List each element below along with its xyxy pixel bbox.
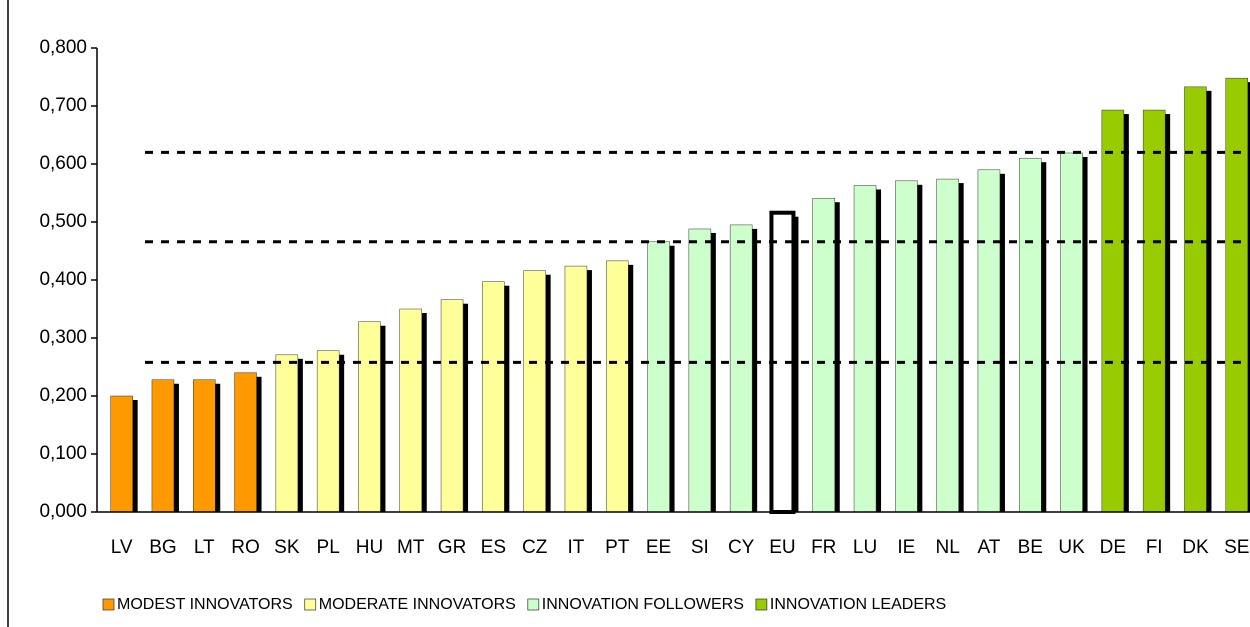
x-tick-label: IE [897,537,915,558]
x-tick-label: IT [568,537,585,558]
bar [1019,157,1042,513]
x-tick-label: EE [646,537,671,558]
bar [936,178,959,513]
bar [482,281,505,513]
legend-swatch [527,598,540,611]
bar [234,372,257,513]
x-tick-label: RO [231,537,260,558]
bar [151,379,175,513]
x-tick-label: AT [978,537,1001,558]
x-tick-label: EU [769,537,795,558]
bar [729,224,753,513]
bar [895,180,918,513]
y-tick-label: 0,700 [39,95,87,116]
y-tick-label: 0,200 [39,385,87,406]
bar [1101,109,1125,513]
bar [688,228,712,513]
legend-swatch [755,598,768,611]
bar [275,354,299,513]
x-tick-label: LU [853,537,877,558]
x-tick-label: GR [438,537,467,558]
legend-swatch [304,598,317,611]
bar [316,350,340,513]
x-tick-label: BE [1018,537,1043,558]
legend-label: MODEST INNOVATORS [117,596,293,613]
bar [647,241,670,513]
legend-swatch [102,598,115,611]
y-tick-label: 0,300 [39,327,87,348]
bar [110,395,133,513]
y-tick-label: 0,000 [39,501,87,522]
bar [358,321,381,513]
x-tick-label: BG [149,537,176,558]
bar [1142,109,1166,513]
x-tick-label: HU [356,537,383,558]
bar [564,265,588,513]
bar [399,308,422,513]
bar [523,270,546,513]
x-tick-label: CY [728,537,755,558]
legend-label: INNOVATION FOLLOWERS [542,596,744,613]
bar [812,197,835,513]
x-tick-label: NL [936,537,960,558]
y-tick-label: 0,100 [39,443,87,464]
x-tick-label: LV [111,537,133,558]
bar [440,299,464,513]
legend-label: MODERATE INNOVATORS [319,596,516,613]
x-tick-label: SI [691,537,709,558]
bar [606,260,629,513]
x-tick-label: FI [1146,537,1163,558]
x-tick-label: DE [1100,537,1126,558]
x-tick-label: MT [397,537,425,558]
bar [193,379,216,513]
x-tick-label: PT [605,537,630,558]
x-tick-label: DK [1182,537,1209,558]
x-tick-label: SE [1224,537,1249,558]
x-tick-label: LT [194,537,215,558]
y-tick-label: 0,800 [39,37,87,58]
y-tick-label: 0,600 [39,153,87,174]
bar [1060,152,1083,513]
bar [977,169,1001,513]
bar [853,185,877,513]
x-tick-label: FR [811,537,836,558]
x-tick-label: ES [481,537,506,558]
legend-label: INNOVATION LEADERS [770,596,946,613]
x-tick-label: CZ [522,537,548,558]
x-tick-label: PL [317,537,340,558]
x-tick-label: UK [1058,537,1085,558]
y-tick-label: 0,500 [39,211,87,232]
x-tick-label: SK [274,537,300,558]
bar [1225,77,1248,513]
y-tick-label: 0,400 [39,269,87,290]
bar [1184,86,1207,513]
